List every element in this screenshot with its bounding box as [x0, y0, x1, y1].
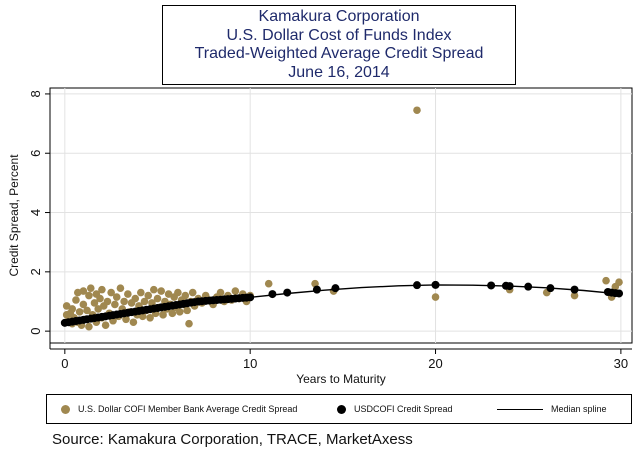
member-bank-point [96, 294, 104, 303]
member-bank-point [264, 279, 273, 288]
y-axis-title: Credit Spread, Percent [7, 154, 21, 277]
member-bank-point [98, 285, 106, 294]
usdcofi-point [412, 281, 421, 290]
y-tick-label: 6 [28, 150, 43, 157]
usdcofi-point [331, 284, 340, 293]
member-bank-point [107, 288, 115, 297]
member-bank-point [413, 106, 421, 115]
member-bank-point [570, 291, 579, 300]
member-bank-point [101, 321, 110, 330]
member-bank-point [175, 308, 184, 316]
source-note: Source: Kamakura Corporation, TRACE, Mar… [52, 431, 413, 448]
member-bank-point [112, 293, 121, 301]
member-bank-point [431, 293, 440, 301]
usdcofi-point [570, 285, 579, 294]
member-bank-point [183, 306, 191, 315]
member-bank-point [75, 308, 84, 316]
usdcofi-point [283, 288, 292, 297]
member-bank-point [85, 291, 93, 300]
member-bank-point [174, 288, 182, 297]
usdcofi-point [246, 293, 255, 302]
scatter-chart: 0 2 4 6 8 0 10 20 30 Years to Maturity Credit Spre… [7, 87, 633, 386]
x-axis-title: Years to Maturity [296, 372, 386, 386]
x-tick-label: 30 [614, 356, 628, 371]
usdcofi-point [312, 285, 321, 294]
member-bank-point [144, 291, 153, 300]
member-bank-point [122, 315, 130, 324]
member-bank-point [120, 297, 128, 306]
usdcofi-point [524, 282, 533, 291]
y-tick-label: 0 [28, 328, 43, 335]
legend-label-spline: Median spline [551, 404, 607, 414]
member-bank-point [131, 294, 140, 303]
member-bank-point [90, 299, 99, 307]
title-line: Kamakura Corporation [258, 8, 420, 25]
y-tick-label: 2 [28, 268, 43, 275]
y-tick-label: 4 [28, 209, 43, 216]
member-bank-point [168, 309, 177, 318]
member-bank-point [157, 287, 166, 295]
member-bank-point [129, 318, 138, 327]
chart-title: Kamakura Corporation U.S. Dollar Cost of… [162, 5, 516, 85]
member-bank-point [79, 287, 88, 295]
member-bank-point [85, 322, 93, 331]
member-bank-point [83, 306, 91, 315]
member-bank-point [86, 284, 95, 292]
member-bank-point [116, 284, 125, 292]
legend-marker-cofi [337, 404, 346, 414]
member-bank-point [159, 311, 167, 319]
member-bank-point [615, 278, 623, 287]
member-bank-point [185, 319, 193, 328]
member-bank-point [164, 290, 173, 298]
x-tick-label: 0 [61, 356, 68, 371]
legend: U.S. Dollar COFI Member Bank Average Cre… [46, 394, 632, 424]
member-bank-point [188, 288, 197, 297]
title-line: Traded-Weighted Average Credit Spread [194, 45, 484, 62]
member-bank-point [68, 305, 77, 313]
title-line: June 16, 2014 [288, 63, 390, 81]
member-bank-point [94, 305, 102, 313]
member-bank-point [103, 297, 112, 306]
usdcofi-point [546, 284, 555, 293]
member-bank-point [137, 288, 145, 297]
usdcofi-point [615, 289, 624, 298]
member-bank-point [79, 300, 88, 309]
usdcofi-point [268, 290, 277, 299]
legend-marker-member [61, 404, 70, 414]
title-line: U.S. Dollar Cost of Funds Index [226, 26, 452, 44]
member-bank-point [216, 288, 225, 297]
legend-label-member: U.S. Dollar COFI Member Bank Average Cre… [78, 404, 298, 414]
usdcofi-point [431, 280, 440, 289]
legend-marker-spline [497, 408, 543, 410]
usdcofi-point [505, 282, 514, 291]
legend-item-spline: Median spline [497, 404, 607, 414]
member-bank-point [602, 276, 610, 285]
member-bank-point [181, 291, 190, 300]
legend-label-cofi: USDCOFI Credit Spread [354, 404, 453, 414]
member-bank-point [146, 313, 154, 322]
usdcofi-point [487, 281, 496, 290]
member-bank-point [149, 285, 158, 294]
member-bank-point [124, 290, 132, 298]
member-bank-point [140, 297, 149, 306]
legend-item-cofi: USDCOFI Credit Spread [337, 404, 453, 414]
x-tick-label: 20 [428, 356, 442, 371]
member-bank-point [231, 287, 240, 295]
member-bank-point [62, 302, 71, 310]
member-bank-point [111, 300, 119, 309]
member-bank-point [72, 296, 80, 304]
member-bank-point [311, 279, 319, 288]
member-bank-point [153, 294, 162, 303]
y-tick-label: 8 [28, 90, 43, 97]
x-tick-label: 10 [243, 356, 257, 371]
legend-item-member: U.S. Dollar COFI Member Bank Average Cre… [61, 404, 297, 414]
